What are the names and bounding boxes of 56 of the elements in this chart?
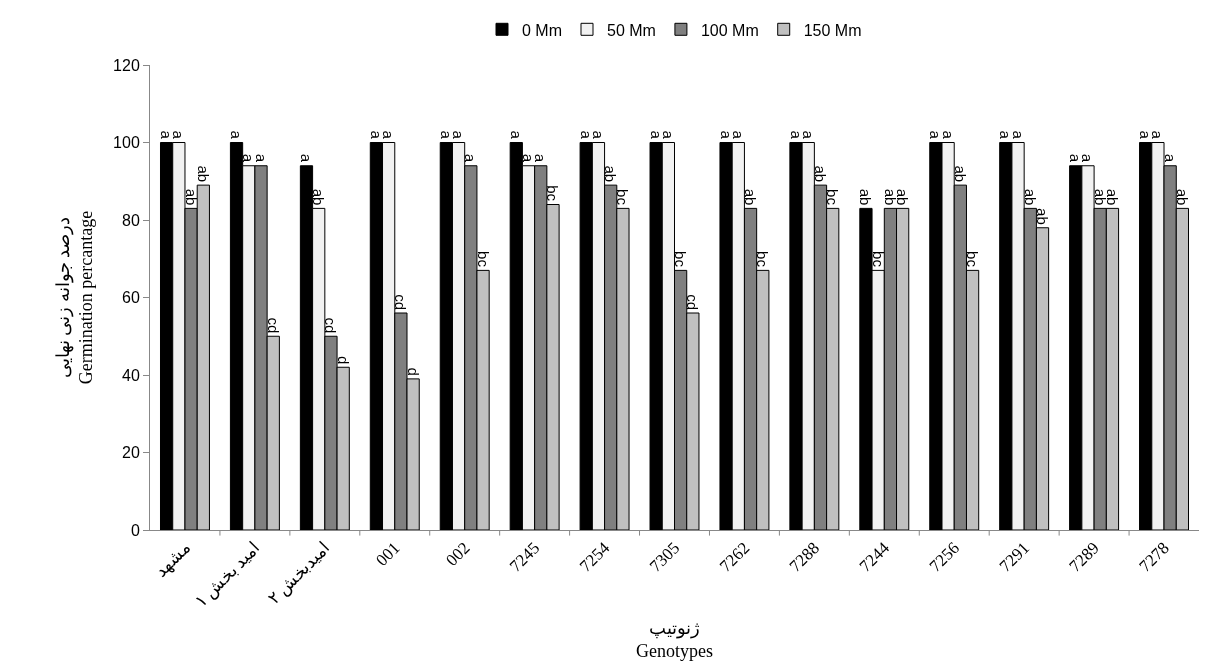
data-label: ab — [857, 188, 875, 206]
data-label: ab — [1034, 208, 1052, 225]
data-label: d — [404, 367, 422, 376]
x-tick-label: 7291 — [995, 538, 1034, 576]
data-label: bc — [614, 189, 632, 206]
data-label: bc — [824, 189, 842, 206]
data-label: ab — [310, 188, 328, 206]
y-tick-label: 20 — [122, 444, 140, 462]
x-tick-label: امیدبخش ۲ — [264, 538, 335, 609]
data-label: ab — [182, 188, 200, 206]
legend-label: 50 Mm — [607, 21, 656, 39]
data-label: bc — [754, 251, 772, 268]
data-label: a — [799, 130, 817, 140]
data-label: a — [507, 130, 525, 140]
data-label: ab — [602, 165, 620, 183]
data-label: cd — [322, 317, 340, 334]
data-label: ab — [951, 165, 969, 183]
data-label: a — [297, 153, 315, 163]
y-tick-label: 120 — [113, 56, 140, 74]
legend-label: 100 Mm — [700, 21, 759, 39]
legend-label: 0 Mm — [522, 21, 562, 39]
data-label: bc — [544, 185, 562, 202]
data-label: d — [334, 355, 352, 365]
x-tick-label: 002 — [442, 538, 474, 570]
data-label: bc — [964, 251, 982, 268]
y-tick-label: 60 — [122, 289, 140, 307]
data-label: bc — [869, 251, 887, 268]
data-label: a — [228, 130, 246, 140]
data-label: a — [252, 153, 270, 163]
data-label: a — [450, 130, 468, 140]
data-label: ab — [811, 165, 829, 183]
y-tick-label: 100 — [113, 134, 140, 152]
y-tick-label: 80 — [122, 211, 140, 229]
x-tick-label: 7262 — [715, 538, 754, 576]
data-label: cd — [392, 294, 410, 310]
y-tick-label: 0 — [130, 521, 140, 539]
data-label: bc — [672, 251, 690, 268]
x-tick-label: 001 — [372, 538, 404, 570]
legend-label: 150 Mm — [803, 21, 862, 39]
data-label: a — [589, 130, 607, 140]
data-label: a — [1161, 153, 1179, 163]
data-label: bc — [474, 251, 492, 268]
data-label: ab — [742, 188, 760, 206]
data-label: a — [1009, 130, 1027, 140]
data-label: ab — [194, 165, 212, 183]
data-label: a — [462, 153, 480, 163]
data-label: a — [729, 130, 747, 140]
data-label: a — [380, 130, 398, 140]
data-label: ab — [1021, 188, 1039, 206]
y-tick-label: 40 — [122, 366, 140, 384]
data-label: cd — [264, 317, 282, 334]
data-label: cd — [684, 294, 702, 310]
data-label: ab — [1173, 188, 1191, 206]
data-label: a — [939, 130, 957, 140]
data-label: ab — [894, 188, 912, 206]
data-label: a — [659, 130, 677, 140]
